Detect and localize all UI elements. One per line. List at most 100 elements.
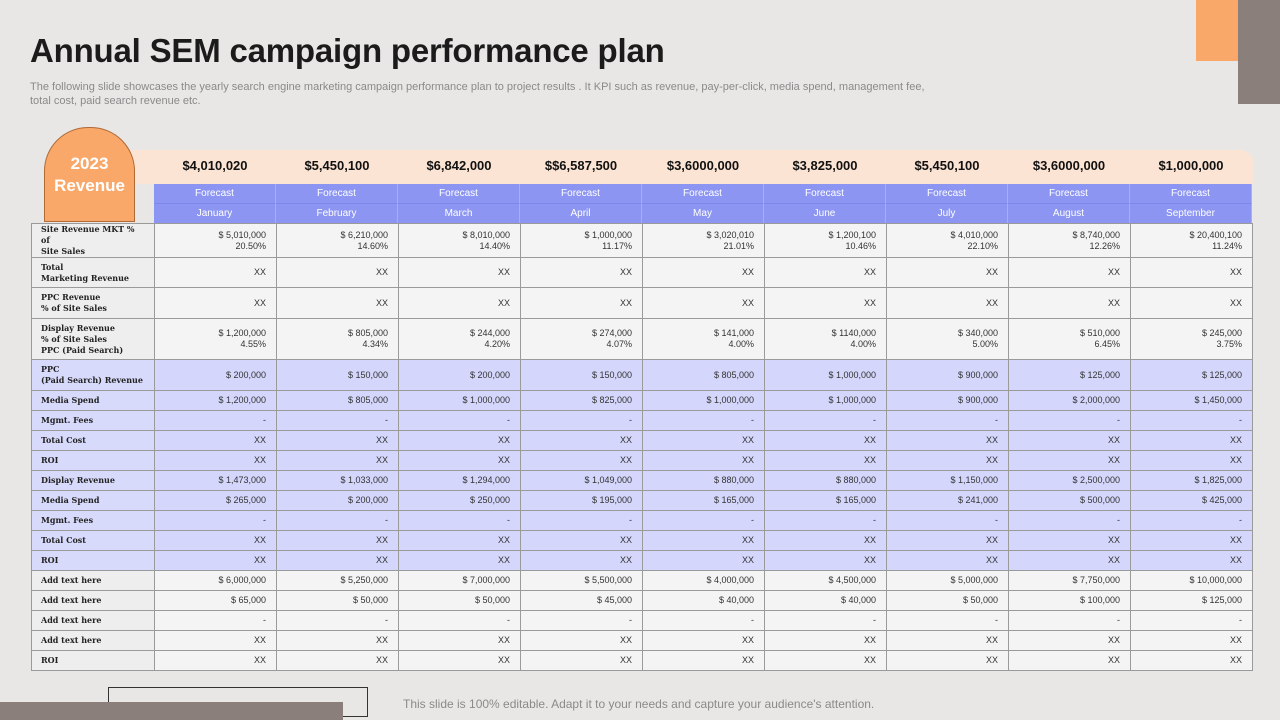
table-cell: XX bbox=[764, 530, 887, 551]
table-cell: XX bbox=[276, 550, 399, 571]
table-cell: $ 141,000 4.00% bbox=[642, 318, 765, 360]
header-month: March bbox=[398, 203, 520, 223]
table-row: Mgmt. Fees - - - - - - - - - bbox=[31, 510, 1253, 531]
table-cell: $ 200,000 bbox=[154, 359, 277, 391]
header-month: April bbox=[520, 203, 642, 223]
table-cell: $ 4,500,000 bbox=[764, 570, 887, 591]
table-cell: - bbox=[886, 410, 1009, 431]
table-cell: XX bbox=[642, 630, 765, 651]
table-cell: - bbox=[520, 410, 643, 431]
table-cell: XX bbox=[1008, 257, 1131, 288]
table-cell: $ 6,000,000 bbox=[154, 570, 277, 591]
table-cell: $ 5,250,000 bbox=[276, 570, 399, 591]
table-cell: $ 1,825,000 bbox=[1130, 470, 1253, 491]
row-label: ROI bbox=[31, 550, 155, 571]
table-cell: XX bbox=[1008, 550, 1131, 571]
table-cell: $ 200,000 bbox=[398, 359, 521, 391]
table-cell: XX bbox=[520, 550, 643, 571]
table-cell: $ 150,000 bbox=[520, 359, 643, 391]
table-cell: $ 805,000 4.34% bbox=[276, 318, 399, 360]
revenue-value: $3,6000,000 bbox=[666, 158, 740, 173]
table-row: Total Marketing Revenue XX XX XX XX XX XX XX XX X… bbox=[31, 257, 1253, 288]
table-cell: $ 425,000 bbox=[1130, 490, 1253, 511]
table-cell: XX bbox=[1008, 450, 1131, 471]
table-row: ROI XX XX XX XX XX XX XX XX XX bbox=[31, 650, 1253, 671]
table-cell: $ 1,000,000 bbox=[398, 390, 521, 411]
table-cell: XX bbox=[1130, 450, 1253, 471]
table-row: Media Spend $ 1,200,000 $ 805,000 $ 1,000,0… bbox=[31, 390, 1253, 411]
header-forecast: Forecast bbox=[886, 184, 1008, 204]
row-label: Site Revenue MKT % of Site Sales bbox=[31, 223, 155, 258]
table-cell: $ 4,000,000 bbox=[642, 570, 765, 591]
table-cell: $ 165,000 bbox=[642, 490, 765, 511]
table-cell: $ 1,450,000 bbox=[1130, 390, 1253, 411]
table-cell: XX bbox=[764, 450, 887, 471]
table-cell: XX bbox=[642, 257, 765, 288]
table-cell: XX bbox=[1130, 287, 1253, 319]
header-month: July bbox=[886, 203, 1008, 223]
table-cell: $ 805,000 bbox=[276, 390, 399, 411]
page-title: Annual SEM campaign performance plan bbox=[30, 32, 665, 69]
table-cell: XX bbox=[520, 430, 643, 451]
row-label: Add text here bbox=[31, 570, 155, 591]
table-cell: $ 880,000 bbox=[764, 470, 887, 491]
table-cell: $ 2,000,000 bbox=[1008, 390, 1131, 411]
table-cell: $ 510,000 6.45% bbox=[1008, 318, 1131, 360]
table-cell: XX bbox=[154, 257, 277, 288]
table-cell: $ 1,150,000 bbox=[886, 470, 1009, 491]
revenue-badge-label: Revenue bbox=[54, 175, 125, 195]
page-subtitle: The following slide showcases the yearly… bbox=[30, 81, 925, 107]
header-forecast: Forecast bbox=[398, 184, 520, 204]
table-cell: $ 195,000 bbox=[520, 490, 643, 511]
row-label: ROI bbox=[31, 650, 155, 671]
footer-note: This slide is 100% editable. Adapt it to… bbox=[403, 697, 875, 711]
table-cell: XX bbox=[276, 530, 399, 551]
table-row: Add text here XX XX XX XX XX XX XX XX XX bbox=[31, 630, 1253, 651]
table-cell: $ 125,000 bbox=[1130, 590, 1253, 611]
table-cell: - bbox=[1008, 610, 1131, 631]
table-cell: - bbox=[154, 510, 277, 531]
revenue-badge-year: 2023 bbox=[70, 153, 109, 173]
header-month: August bbox=[1008, 203, 1130, 223]
table-cell: XX bbox=[642, 430, 765, 451]
table-cell: XX bbox=[276, 450, 399, 471]
revenue-value: $5,450,100 bbox=[914, 158, 980, 173]
table-cell: - bbox=[154, 410, 277, 431]
table-cell: $ 1,294,000 bbox=[398, 470, 521, 491]
header-month: February bbox=[276, 203, 398, 223]
table-cell: XX bbox=[276, 257, 399, 288]
table-cell: - bbox=[1008, 410, 1131, 431]
table-cell: $ 45,000 bbox=[520, 590, 643, 611]
table-cell: $ 1,200,100 10.46% bbox=[764, 223, 887, 258]
revenue-badge: 2023 Revenue bbox=[44, 127, 135, 222]
table-cell: XX bbox=[276, 630, 399, 651]
revenue-value: $$6,587,500 bbox=[544, 158, 618, 173]
row-label: Add text here bbox=[31, 630, 155, 651]
table-cell: $ 500,000 bbox=[1008, 490, 1131, 511]
table-row: Media Spend $ 265,000 $ 200,000 $ 250,000 $ … bbox=[31, 490, 1253, 511]
table-cell: $ 100,000 bbox=[1008, 590, 1131, 611]
row-label: Total Marketing Revenue bbox=[31, 257, 155, 288]
table-cell: - bbox=[642, 510, 765, 531]
table-cell: XX bbox=[1008, 287, 1131, 319]
table-cell: XX bbox=[886, 630, 1009, 651]
table-cell: $ 880,000 bbox=[642, 470, 765, 491]
table-cell: - bbox=[886, 610, 1009, 631]
table-cell: - bbox=[398, 510, 521, 531]
table-cell: XX bbox=[398, 530, 521, 551]
table-cell: XX bbox=[520, 530, 643, 551]
table-cell: $ 20,400,100 11.24% bbox=[1130, 223, 1253, 258]
table-cell: XX bbox=[1130, 257, 1253, 288]
table-cell: XX bbox=[764, 630, 887, 651]
table-cell: XX bbox=[642, 650, 765, 671]
header-month: May bbox=[642, 203, 764, 223]
table-cell: XX bbox=[398, 450, 521, 471]
table-cell: XX bbox=[764, 430, 887, 451]
table-cell: XX bbox=[154, 530, 277, 551]
row-label: PPC Revenue % of Site Sales bbox=[31, 287, 155, 319]
header-forecast: Forecast bbox=[520, 184, 642, 204]
table-cell: $ 5,500,000 bbox=[520, 570, 643, 591]
table-cell: $ 1,200,000 bbox=[154, 390, 277, 411]
row-label: Add text here bbox=[31, 610, 155, 631]
row-label: PPC (Paid Search) Revenue bbox=[31, 359, 155, 391]
